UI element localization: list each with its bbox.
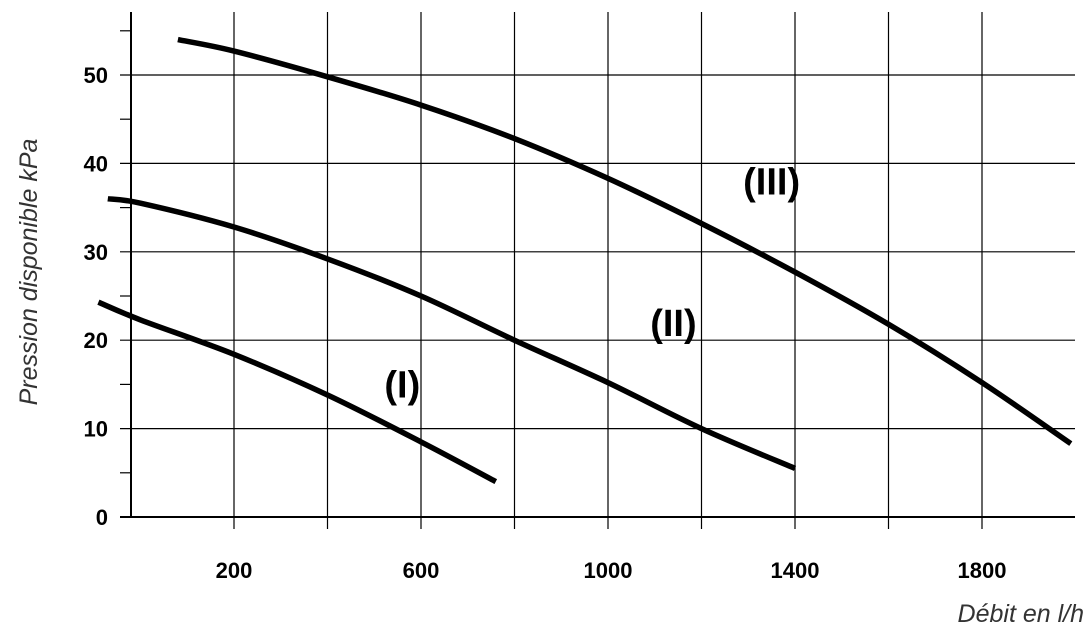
x-tick-label-1400: 1400 (771, 558, 820, 583)
x-tick-label-1000: 1000 (584, 558, 633, 583)
x-tick-label-1800: 1800 (958, 558, 1007, 583)
y-tick-label-0: 0 (96, 505, 108, 530)
curve-series-1 (97, 299, 498, 485)
y-tick-label-40: 40 (84, 151, 108, 176)
y-axis-title: Pression disponible kPa (15, 138, 43, 405)
y-tick-label-20: 20 (84, 328, 108, 353)
grid (120, 12, 1075, 529)
axes: 0 10 20 30 40 50 200 600 1000 1400 1800 (84, 12, 1075, 583)
y-tick-label-10: 10 (84, 417, 108, 442)
x-tick-label-600: 600 (403, 558, 440, 583)
x-tick-label-200: 200 (216, 558, 253, 583)
curve-label-2: (II) (650, 303, 696, 345)
labels: (I) (II) (III) (384, 161, 800, 406)
y-tick-label-50: 50 (84, 63, 108, 88)
x-axis-title: Débit en l/h (958, 600, 1084, 628)
y-tick-label-30: 30 (84, 240, 108, 265)
curves (97, 36, 1073, 485)
curve-label-1: (I) (384, 365, 420, 407)
curve-series-3 (177, 36, 1073, 446)
curve-series-2 (107, 196, 797, 471)
curve-label-3: (III) (743, 161, 800, 203)
